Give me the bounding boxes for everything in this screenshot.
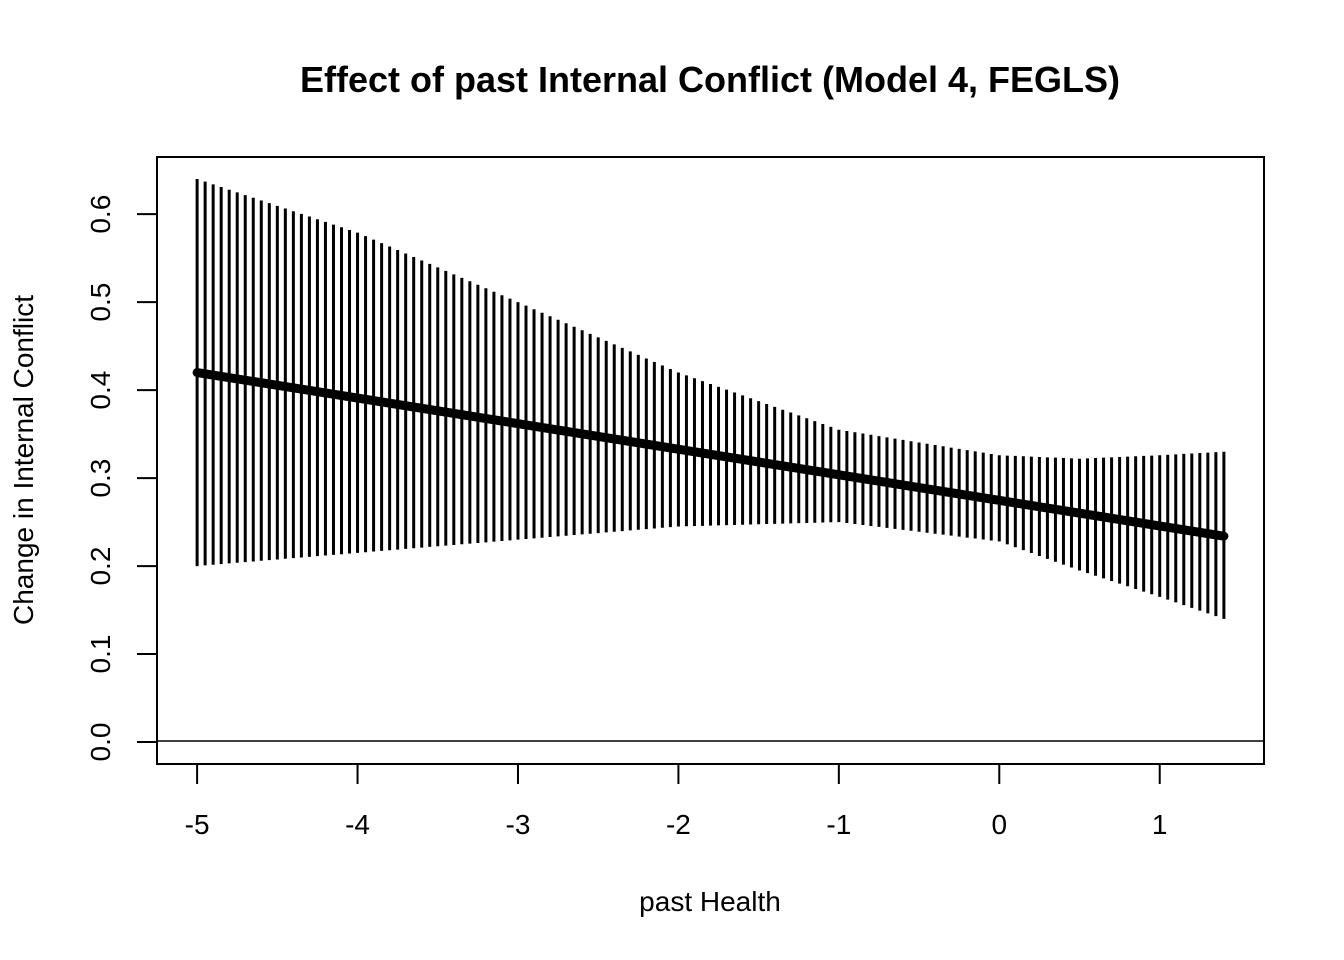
x-tick-label: -3 <box>506 809 531 840</box>
x-tick-label: -2 <box>666 809 691 840</box>
y-tick-label: 0.2 <box>85 547 116 586</box>
y-tick-label: 0.3 <box>85 459 116 498</box>
y-axis-label: Change in Internal Conflict <box>8 295 39 625</box>
chart-title: Effect of past Internal Conflict (Model … <box>300 59 1120 100</box>
y-tick-label: 0.6 <box>85 195 116 234</box>
x-axis: -5 -4 -3 -2 -1 0 1 <box>185 763 1168 840</box>
y-tick-label: 0.5 <box>85 283 116 322</box>
estimate-line <box>192 368 1229 541</box>
y-tick-label: 0.0 <box>85 723 116 762</box>
y-tick-label: 0.1 <box>85 635 116 674</box>
x-axis-label: past Health <box>639 886 781 917</box>
x-tick-label: -1 <box>826 809 851 840</box>
x-tick-label: 0 <box>991 809 1007 840</box>
y-tick-label: 0.4 <box>85 371 116 410</box>
x-tick-label: -4 <box>345 809 370 840</box>
y-axis: 0.0 0.1 0.2 0.3 0.4 0.5 0.6 <box>85 195 158 762</box>
estimate-line-group <box>192 368 1229 541</box>
x-tick-label: -5 <box>185 809 210 840</box>
x-tick-label: 1 <box>1152 809 1168 840</box>
